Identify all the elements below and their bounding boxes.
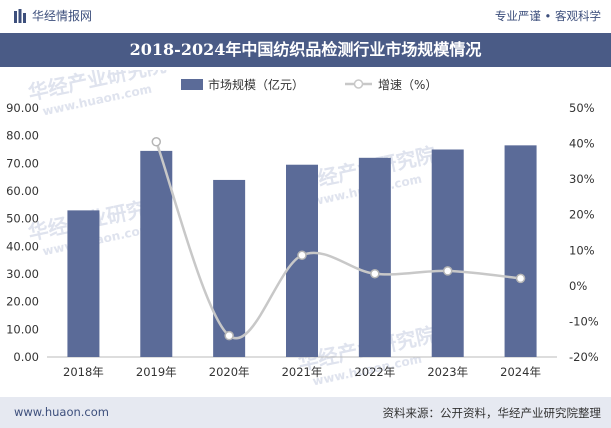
legend-label-bar: 市场规模（亿元） — [208, 77, 304, 92]
growth-point — [151, 137, 162, 147]
y-right-tick-label: 10% — [569, 243, 595, 257]
brand-logo-icon — [14, 8, 26, 23]
bar — [358, 157, 391, 357]
x-tick-label: 2019年 — [136, 365, 177, 379]
y-left-tick-label: 10.00 — [6, 322, 39, 336]
y-right-tick-label: -10% — [569, 314, 599, 328]
bars — [67, 145, 537, 357]
legend: 市场规模（亿元） 增速（%） — [181, 77, 437, 92]
y-left-tick-label: 40.00 — [6, 239, 39, 253]
growth-line — [151, 137, 526, 341]
y-left-tick-label: 70.00 — [6, 156, 39, 170]
y-right-tick-label: 20% — [569, 208, 595, 222]
slogan: 专业严谨 • 客观科学 — [494, 9, 601, 23]
footer: www.huaon.com 资料来源：公开资料，华经产业研究院整理 — [0, 397, 611, 428]
bar — [67, 210, 100, 357]
y-left-tick-label: 30.00 — [6, 267, 39, 281]
bar — [213, 179, 246, 357]
y-left-tick-label: 60.00 — [6, 184, 39, 198]
brand: 华经情报网 — [14, 7, 92, 24]
y-right-tick-label: 50% — [569, 101, 595, 115]
y-left-tick-label: 20.00 — [6, 295, 39, 309]
y-left-tick-label: 80.00 — [6, 129, 39, 143]
growth-point — [224, 330, 234, 341]
top-bar: 华经情报网 专业严谨 • 客观科学 — [0, 0, 611, 30]
axes: 0.00 10.00 20.00 30.00 40.00 50.00 60.00 70.00 8… — [6, 101, 599, 379]
brand-name: 华经情报网 — [32, 9, 93, 23]
y-left-tick-label: 0.00 — [13, 350, 39, 364]
bar — [431, 149, 464, 357]
bar — [286, 164, 318, 357]
footer-source: 资料来源：公开资料，华经产业研究院整理 — [382, 406, 602, 420]
chart: 华经产业研究院www.huaon.com华经产业研究院www.huaon.com… — [6, 52, 599, 388]
legend-bar-swatch — [181, 79, 203, 90]
y-right-tick-label: 0% — [569, 279, 587, 293]
growth-point — [515, 273, 526, 284]
growth-point — [442, 266, 453, 276]
x-tick-label: 2018年 — [63, 365, 104, 379]
legend-label-line: 增速（%） — [378, 78, 437, 92]
x-tick-label: 2020年 — [209, 365, 250, 379]
y-left-tick-label: 90.00 — [6, 101, 39, 115]
footer-url: www.huaon.com — [14, 405, 109, 419]
x-tick-label: 2023年 — [427, 365, 468, 379]
y-right-tick-label: -20% — [569, 350, 599, 364]
x-tick-label: 2021年 — [282, 365, 323, 379]
x-tick-label: 2024年 — [500, 365, 541, 379]
growth-point — [370, 269, 380, 279]
bar — [504, 145, 537, 357]
growth-point — [297, 250, 307, 261]
bar — [140, 150, 173, 357]
y-right-tick-label: 30% — [569, 172, 595, 186]
y-right-tick-label: 40% — [569, 137, 595, 151]
legend-line-marker — [353, 79, 364, 89]
y-left-tick-label: 50.00 — [6, 212, 39, 226]
chart-area: 华经产业研究院www.huaon.com华经产业研究院www.huaon.com… — [0, 52, 611, 392]
chart-title: 2018-2024年中国纺织品检测行业市场规模情况 — [0, 33, 611, 67]
x-tick-label: 2022年 — [354, 365, 395, 379]
